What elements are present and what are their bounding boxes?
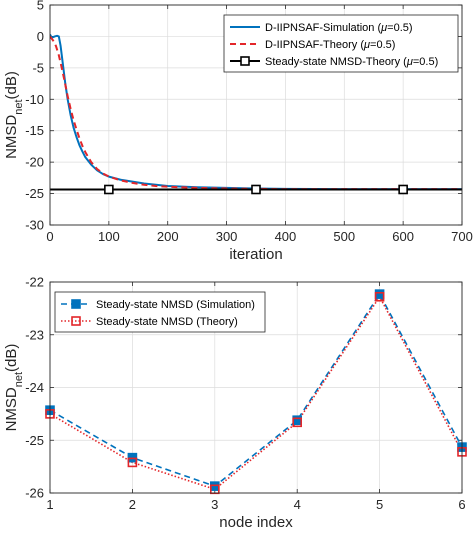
x-tick-label: 5 (376, 497, 383, 512)
y-label-unit: (dB) (3, 344, 20, 372)
y-label-main: NMSD (3, 115, 20, 159)
series-1-point (127, 457, 138, 468)
y-tick-label: -24 (25, 380, 44, 395)
x-tick-label: 700 (451, 229, 473, 244)
legend-marker-1 (71, 316, 81, 326)
axes-box (49, 281, 463, 494)
legend-label-suffix: =0.5) (387, 22, 412, 34)
legend-mu-symbol: μ (363, 39, 370, 51)
series-0-point (374, 289, 385, 299)
y-tick-label: -30 (25, 218, 44, 233)
chart-iteration: 0 100 200 300 400 500 600 700 5 0 -5 -10 -15 -20 -25 -3… (3, 0, 473, 263)
legend-label-text: Steady-state NMSD (Simulation) (96, 299, 255, 311)
legend-label-text: Steady-state NMSD-Theory ( (265, 56, 407, 68)
y-label-subscript: net (13, 372, 25, 387)
x-axis-label: iteration (229, 246, 282, 263)
legend-mu-symbol: μ (380, 22, 387, 34)
legend-label-1: Steady-state NMSD (Theory) (96, 316, 238, 328)
x-tick-label: 4 (294, 497, 301, 512)
y-tick-label: -10 (25, 92, 44, 107)
legend-label-text: D-IIPNSAF-Simulation ( (265, 22, 381, 34)
y-tick-label: -15 (25, 123, 44, 138)
x-tick-label: 500 (333, 229, 355, 244)
x-tick-label: 300 (216, 229, 238, 244)
legend-label-text: Steady-state NMSD (Theory) (96, 316, 238, 328)
x-tick-label: 400 (275, 229, 297, 244)
legend-box (54, 291, 266, 333)
y-tick-label: 0 (37, 29, 44, 44)
legend-mu-symbol: μ (406, 56, 413, 68)
legend-label-1: D-IIPNSAF-Theory (μ=0.5) (265, 39, 395, 51)
x-axis-label: node index (219, 514, 293, 531)
series-2-marker (251, 184, 261, 195)
chart-node-index: 1 2 3 4 5 6 -22 -23 -24 -25 -26 node index NMSDnet(d… (3, 275, 467, 531)
y-tick-label: -26 (25, 486, 44, 501)
y-tick-label: -22 (25, 275, 44, 290)
series-2-marker (398, 184, 408, 195)
y-label-subscript: net (13, 99, 25, 114)
legend-label-0: Steady-state NMSD (Simulation) (96, 299, 255, 311)
series-0-line (50, 293, 462, 487)
legend-marker-0 (71, 299, 81, 309)
y-label-unit: (dB) (3, 71, 20, 99)
legend-box (223, 14, 459, 73)
x-tick-label: 600 (392, 229, 414, 244)
x-tick-label: 2 (129, 497, 136, 512)
y-label-main: NMSD (3, 387, 20, 431)
y-axis-label: NMSDnet(dB) (3, 344, 25, 432)
axes-box (49, 4, 463, 226)
y-axis-label: NMSDnet(dB) (3, 71, 25, 159)
y-tick-label: 5 (37, 0, 44, 13)
x-tick-label: 3 (211, 497, 218, 512)
series-2-marker (104, 184, 114, 195)
legend-label-suffix: =0.5) (413, 56, 438, 68)
legend-marker-2 (240, 56, 250, 66)
series-1-point (292, 417, 303, 428)
legend-label-suffix: =0.5) (370, 39, 395, 51)
legend-label-text: D-IIPNSAF-Theory ( (265, 39, 364, 51)
y-tick-label: -25 (25, 433, 44, 448)
y-tick-label: -20 (25, 155, 44, 170)
legend-label-2: Steady-state NMSD-Theory (μ=0.5) (265, 56, 438, 68)
y-tick-label: -5 (32, 60, 44, 75)
x-tick-label: 200 (157, 229, 179, 244)
series-1-line (50, 295, 462, 491)
x-tick-label: 6 (458, 497, 465, 512)
x-tick-label: 1 (46, 497, 53, 512)
y-tick-label: -25 (25, 186, 44, 201)
x-tick-label: 100 (98, 229, 120, 244)
y-tick-label: -23 (25, 327, 44, 342)
series-0-point (210, 481, 220, 491)
legend-label-0: D-IIPNSAF-Simulation (μ=0.5) (265, 22, 413, 34)
series-1-point (374, 291, 385, 302)
series-group (50, 293, 462, 491)
x-tick-label: 0 (46, 229, 53, 244)
series-0-point (292, 415, 303, 426)
